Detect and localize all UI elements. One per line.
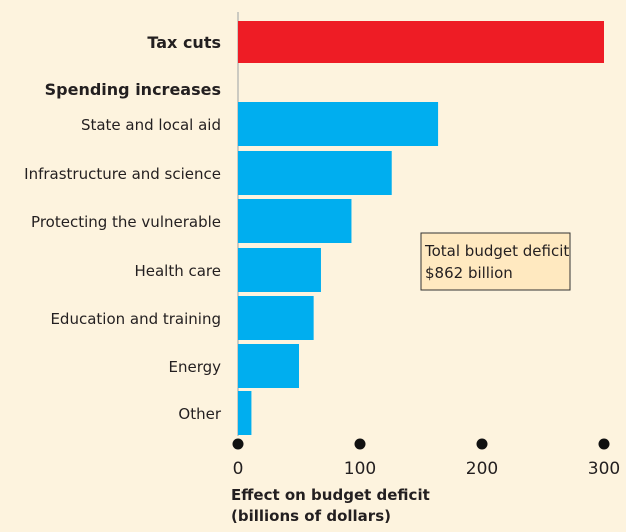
category-label: Protecting the vulnerable [31, 213, 221, 231]
bar-protecting-the-vulnerable [238, 199, 352, 243]
x-tick-label: 0 [233, 459, 244, 479]
bar-health-care [238, 248, 321, 292]
group-label: Tax cuts [147, 33, 221, 52]
x-tick-label: 300 [588, 459, 620, 479]
bar-tax-cuts [238, 21, 604, 63]
bar-state-and-local-aid [238, 102, 439, 146]
x-axis-title-line-2: (billions of dollars) [231, 507, 391, 525]
x-tick-label: 200 [466, 459, 498, 479]
x-tick-label: 100 [344, 459, 376, 479]
bar-other [238, 391, 252, 435]
x-tick-dot [476, 438, 488, 450]
category-label: Other [178, 405, 221, 423]
annotation-line-2: $862 billion [425, 264, 513, 282]
bar-infrastructure-and-science [238, 151, 392, 195]
annotation-box [420, 232, 571, 291]
category-label: State and local aid [81, 116, 221, 134]
category-label: Infrastructure and science [24, 165, 221, 183]
bar-energy [238, 344, 299, 388]
category-label: Education and training [50, 310, 221, 328]
annotation-line-1: Total budget deficit [424, 242, 569, 260]
x-tick-dot [232, 438, 244, 450]
x-tick-dot [598, 438, 610, 450]
category-label: Health care [134, 262, 221, 280]
x-axis-title-line-1: Effect on budget deficit [231, 486, 430, 504]
category-label: Energy [168, 358, 221, 376]
group-label: Spending increases [45, 80, 221, 99]
bar-education-and-training [238, 296, 314, 340]
x-tick-dot [354, 438, 366, 450]
